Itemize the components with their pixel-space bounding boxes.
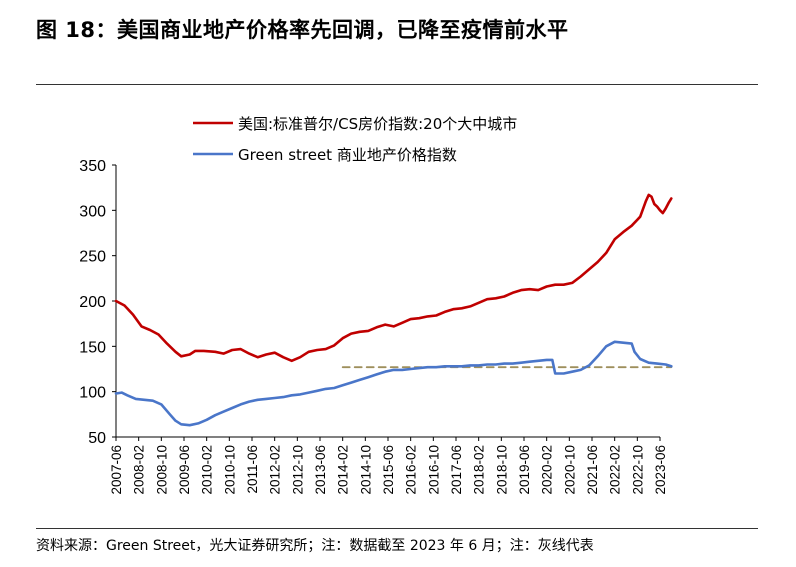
x-tick-label: 2016-02 bbox=[404, 445, 419, 495]
x-tick-label: 2020-02 bbox=[540, 445, 555, 495]
legend-label-series-1: Green street 商业地产价格指数 bbox=[238, 146, 457, 164]
y-tick-label: 250 bbox=[79, 249, 106, 266]
source-divider bbox=[36, 528, 758, 529]
x-tick-label: 2012-10 bbox=[290, 445, 305, 495]
series-line-0 bbox=[114, 193, 673, 363]
x-tick-label: 2019-06 bbox=[517, 445, 532, 495]
x-tick-label: 2018-10 bbox=[494, 445, 509, 495]
x-tick-label: 2008-02 bbox=[132, 445, 147, 495]
y-tick-label: 100 bbox=[79, 385, 106, 402]
x-tick-label: 2020-10 bbox=[562, 445, 577, 495]
x-tick-label: 2012-02 bbox=[268, 445, 283, 495]
x-tick-label: 2022-10 bbox=[630, 445, 645, 495]
series-line-1 bbox=[114, 340, 673, 427]
y-tick-label: 50 bbox=[88, 430, 106, 447]
x-tick-label: 2017-06 bbox=[449, 445, 464, 495]
y-tick-label: 200 bbox=[79, 294, 106, 311]
x-tick-label: 2018-02 bbox=[472, 445, 487, 495]
x-tick-label: 2011-06 bbox=[245, 445, 260, 494]
x-tick-label: 2013-06 bbox=[313, 445, 328, 495]
source-note: 资料来源：Green Street，光大证券研究所；注：数据截至 2023 年 … bbox=[36, 538, 594, 554]
legend-label-series-0: 美国:标准普尔/CS房价指数:20个大中城市 bbox=[238, 115, 517, 133]
figure-title: 图 18：美国商业地产价格率先回调，已降至疫情前水平 bbox=[36, 18, 569, 42]
x-tick-label: 2015-06 bbox=[381, 445, 396, 495]
x-tick-label: 2014-10 bbox=[358, 445, 373, 495]
x-tick-label: 2016-10 bbox=[426, 445, 441, 495]
chart-series bbox=[114, 193, 673, 427]
chart-legend: 美国:标准普尔/CS房价指数:20个大中城市 Green street 商业地产… bbox=[193, 115, 517, 164]
chart-axes: 50 100 150 200 250 300 350 2007-06 2008-02 2008-1… bbox=[79, 158, 668, 495]
x-tick-label: 2023-06 bbox=[653, 445, 668, 495]
title-divider bbox=[36, 84, 758, 85]
y-tick-label: 150 bbox=[79, 339, 106, 356]
x-tick-label: 2008-10 bbox=[154, 445, 169, 495]
x-tick-label: 2021-06 bbox=[585, 445, 600, 495]
x-tick-label: 2022-02 bbox=[608, 445, 623, 495]
y-tick-label: 300 bbox=[79, 203, 106, 220]
x-tick-label: 2010-02 bbox=[200, 445, 215, 495]
x-tick-label: 2014-02 bbox=[336, 445, 351, 495]
x-tick-label: 2007-06 bbox=[109, 445, 124, 495]
y-tick-label: 350 bbox=[79, 158, 106, 175]
x-tick-label: 2010-10 bbox=[222, 445, 237, 495]
x-tick-label: 2009-06 bbox=[177, 445, 192, 495]
